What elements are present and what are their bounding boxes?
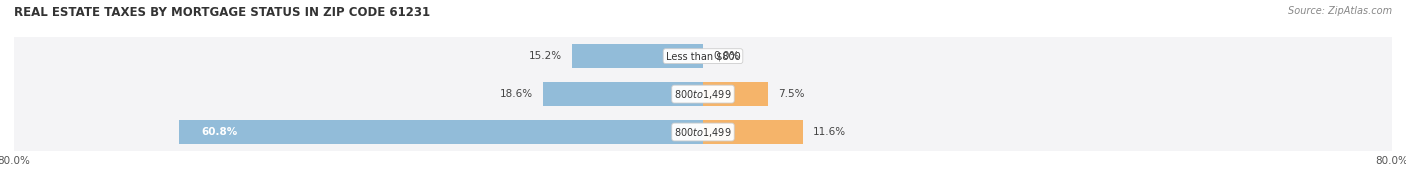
Bar [14, 75, 1392, 113]
Text: $800 to $1,499: $800 to $1,499 [675, 125, 731, 139]
Text: $800 to $1,499: $800 to $1,499 [675, 88, 731, 101]
Bar [14, 37, 1392, 75]
Bar [543, 82, 703, 106]
Text: Less than $800: Less than $800 [665, 51, 741, 61]
Bar [180, 120, 703, 144]
Text: 0.0%: 0.0% [713, 51, 740, 61]
Text: REAL ESTATE TAXES BY MORTGAGE STATUS IN ZIP CODE 61231: REAL ESTATE TAXES BY MORTGAGE STATUS IN … [14, 6, 430, 19]
Bar [14, 113, 1392, 151]
Bar [703, 82, 768, 106]
Bar [703, 120, 803, 144]
Text: Source: ZipAtlas.com: Source: ZipAtlas.com [1288, 6, 1392, 16]
Text: 11.6%: 11.6% [813, 127, 846, 137]
Text: 7.5%: 7.5% [778, 89, 804, 99]
Bar [572, 44, 703, 68]
Text: 60.8%: 60.8% [201, 127, 238, 137]
Text: 18.6%: 18.6% [499, 89, 533, 99]
Text: 15.2%: 15.2% [529, 51, 562, 61]
